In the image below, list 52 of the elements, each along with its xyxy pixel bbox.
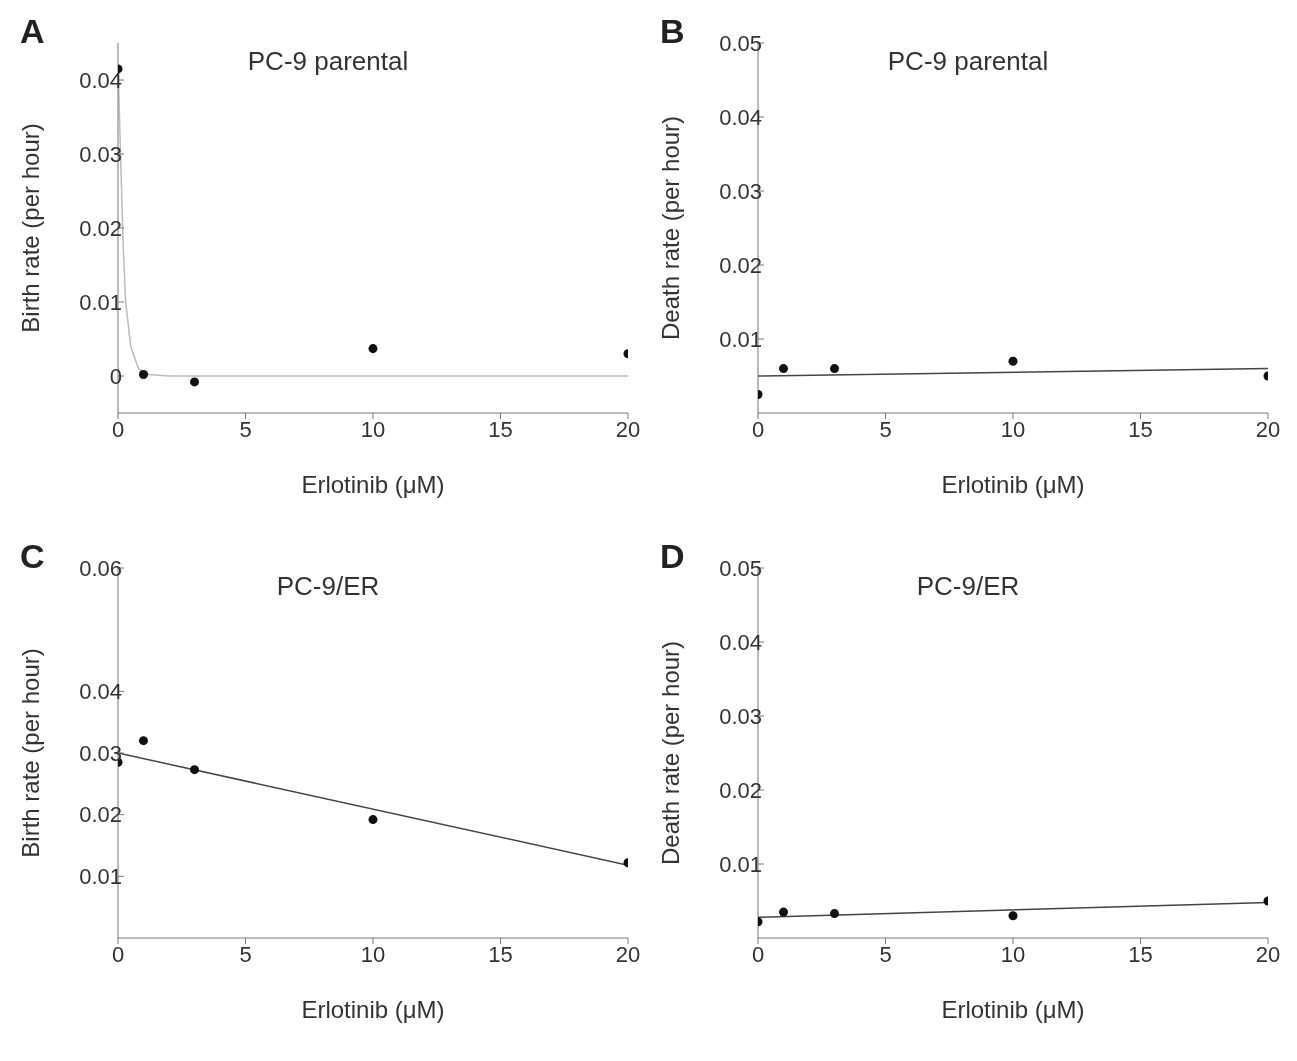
chart-title: PC-9/ER <box>276 571 380 601</box>
y-tick-label: 0.04 <box>79 67 122 93</box>
chart-title: PC-9 parental <box>247 46 409 76</box>
text: B <box>660 12 685 51</box>
x-axis-title: Erlotinib (μM) <box>941 471 1085 498</box>
x-tick-label: 20 <box>615 941 641 967</box>
y-tick-label: 0.03 <box>719 178 762 204</box>
x-tick-label: 20 <box>1255 416 1281 442</box>
y-tick-label: 0.02 <box>79 215 122 241</box>
y-tick-label: 0.03 <box>79 141 122 167</box>
y-tick-label: 0.01 <box>79 289 122 315</box>
x-tick-label: 5 <box>239 941 252 967</box>
y-tick-label: 0.04 <box>79 679 122 705</box>
x-tick-label: 15 <box>1128 941 1153 967</box>
chart-title: PC-9 parental <box>887 46 1049 76</box>
y-tick-label: 0.02 <box>79 802 122 828</box>
y-tick-label: 0.04 <box>719 629 762 655</box>
x-tick-label: 5 <box>879 416 892 442</box>
y-tick-label: 0.02 <box>719 777 762 803</box>
text: A <box>20 12 45 51</box>
y-tick-label: 0.01 <box>719 326 762 352</box>
y-tick-label: 0.04 <box>719 104 762 130</box>
x-axis-title: Erlotinib (μM) <box>301 471 445 498</box>
y-axis-title: Death rate (per hour) <box>656 115 684 341</box>
x-tick-label: 15 <box>1128 416 1153 442</box>
y-tick-label: 0.05 <box>719 555 762 581</box>
x-axis-title: Erlotinib (μM) <box>301 996 445 1023</box>
y-tick-label: 0.06 <box>79 555 122 581</box>
y-axis-title: Birth rate (per hour) <box>16 648 44 858</box>
y-tick-label: 0 <box>109 363 122 389</box>
x-tick-label: 10 <box>1000 416 1026 442</box>
x-tick-label: 5 <box>239 416 252 442</box>
x-tick-label: 10 <box>360 941 386 967</box>
y-tick-label: 0.03 <box>719 703 762 729</box>
x-tick-label: 10 <box>1000 941 1026 967</box>
x-tick-label: 10 <box>360 416 386 442</box>
chart-title: PC-9/ER <box>916 571 1020 601</box>
y-tick-label: 0.03 <box>79 740 122 766</box>
text: D <box>660 537 685 576</box>
y-tick-label: 0.02 <box>719 252 762 278</box>
x-tick-label: 15 <box>488 416 513 442</box>
y-axis-title: Death rate (per hour) <box>656 640 684 866</box>
y-tick-label: 0.01 <box>79 864 122 890</box>
x-axis-title: Erlotinib (μM) <box>941 996 1085 1023</box>
y-tick-label: 0.01 <box>719 851 762 877</box>
x-tick-label: 20 <box>1255 941 1281 967</box>
x-tick-label: 5 <box>879 941 892 967</box>
y-tick-label: 0.05 <box>719 30 762 56</box>
y-axis-title: Birth rate (per hour) <box>16 123 44 333</box>
text: C <box>20 537 45 576</box>
x-tick-label: 15 <box>488 941 513 967</box>
x-tick-label: 20 <box>615 416 641 442</box>
